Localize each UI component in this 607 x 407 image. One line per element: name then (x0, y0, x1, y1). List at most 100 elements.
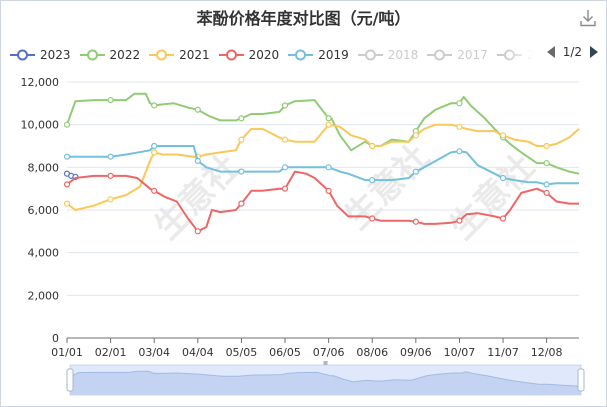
legend-label: 2023 (40, 48, 71, 62)
chart-title: 苯酚价格年度对比图（元/吨） (196, 9, 411, 28)
data-point (238, 200, 245, 207)
legend-label: 2019 (318, 48, 349, 62)
series-line-2020 (66, 170, 579, 233)
data-point (456, 100, 463, 107)
data-point (499, 174, 507, 182)
x-tick-label: 05/05 (226, 346, 258, 359)
data-point (151, 142, 158, 150)
datazoom-move-handle[interactable] (323, 361, 328, 365)
y-tick-label: 2,000 (28, 289, 60, 302)
data-point (325, 187, 332, 194)
data-point (107, 97, 114, 104)
data-point (456, 217, 463, 224)
data-point (281, 136, 289, 143)
x-tick-label: 01/01 (51, 346, 83, 359)
legend-item-2020[interactable]: 2020 (218, 48, 280, 62)
x-tick-label: 02/01 (95, 346, 127, 359)
legend-marker-icon (288, 49, 314, 61)
y-tick-label: 10,000 (21, 119, 60, 132)
data-point (194, 106, 201, 113)
legend-page-indicator: 1/2 (562, 45, 582, 59)
x-tick-label: 06/05 (269, 346, 301, 359)
x-tick-label: 03/04 (138, 346, 170, 359)
data-point (107, 196, 114, 203)
data-point (412, 168, 419, 175)
data-point (369, 215, 376, 222)
x-tick-label: 08/06 (356, 346, 388, 359)
data-point (369, 177, 376, 184)
watermark-text: 生意社 (337, 137, 437, 237)
x-tick-label: 12/08 (531, 346, 563, 359)
series-line-2019 (67, 145, 579, 186)
x-tick-label: 09/06 (400, 346, 432, 359)
data-point (63, 121, 71, 128)
data-point (325, 115, 332, 122)
data-point (281, 102, 289, 109)
series-line-2021 (66, 123, 580, 211)
legend-item-2023[interactable]: 2023 (10, 48, 71, 62)
data-point (63, 200, 71, 207)
legend-marker-icon (79, 49, 105, 61)
legend-item-2018[interactable]: 2018 (357, 48, 419, 62)
legend-label: 2020 (248, 48, 280, 62)
data-point (63, 153, 71, 160)
series-2020 (63, 170, 579, 235)
datazoom-preview-line (69, 370, 582, 387)
legend-item-2022[interactable]: 2022 (79, 48, 141, 62)
legend-prev-icon[interactable] (546, 46, 555, 58)
legend-marker-icon (357, 49, 383, 61)
datazoom-selection (70, 365, 581, 395)
series-2019 (63, 142, 579, 188)
legend-marker-icon (218, 49, 244, 61)
legend-item-2021[interactable]: 2021 (149, 48, 210, 62)
x-tick-label: 04/04 (182, 346, 214, 359)
data-point (194, 228, 201, 235)
legend-label: 2022 (109, 48, 141, 62)
y-tick-label: 6,000 (28, 204, 60, 217)
watermark-text: 生意社 (442, 147, 542, 247)
data-point (543, 181, 550, 188)
legend-fade (505, 42, 535, 66)
data-point (456, 123, 463, 130)
data-point (151, 149, 158, 156)
legend-label: 2018 (387, 48, 419, 62)
legend-item-2017[interactable]: 2017 (427, 48, 488, 62)
download-icon[interactable] (580, 9, 596, 27)
data-point (543, 142, 550, 150)
data-point (238, 136, 245, 143)
data-point (412, 218, 419, 225)
datazoom-preview-area (70, 371, 581, 395)
y-tick-label: 8,000 (28, 161, 60, 174)
legend-label: 2021 (179, 48, 210, 62)
legend-pager: 1/2 (546, 45, 598, 59)
data-point (412, 132, 419, 139)
data-point (63, 181, 71, 188)
data-point (238, 115, 245, 122)
data-point (325, 121, 332, 128)
series-2021 (63, 121, 580, 211)
legend-item-2019[interactable]: 2019 (288, 48, 349, 62)
y-tick-label: 12,000 (21, 76, 60, 89)
legend-label: 2017 (457, 48, 488, 62)
data-point (543, 159, 550, 167)
data-point (325, 164, 332, 171)
y-tick-label: 4,000 (28, 247, 60, 260)
legend-marker-icon (10, 49, 35, 61)
datazoom-left-handle[interactable] (66, 368, 74, 392)
data-point (194, 157, 201, 165)
data-point (151, 102, 158, 109)
x-tick-label: 10/07 (444, 346, 476, 359)
data-point (107, 172, 114, 179)
data-point (151, 187, 158, 194)
legend-next-icon[interactable] (590, 46, 598, 58)
data-point (499, 215, 507, 222)
legend-marker-icon (149, 49, 175, 61)
data-point (543, 189, 550, 197)
datazoom-right-handle[interactable] (577, 368, 585, 392)
legend: 20232022202120202019201820172 (10, 45, 543, 65)
x-tick-label: 07/06 (313, 346, 345, 359)
data-point (107, 153, 114, 160)
data-point (369, 142, 376, 150)
data-point (499, 132, 507, 139)
